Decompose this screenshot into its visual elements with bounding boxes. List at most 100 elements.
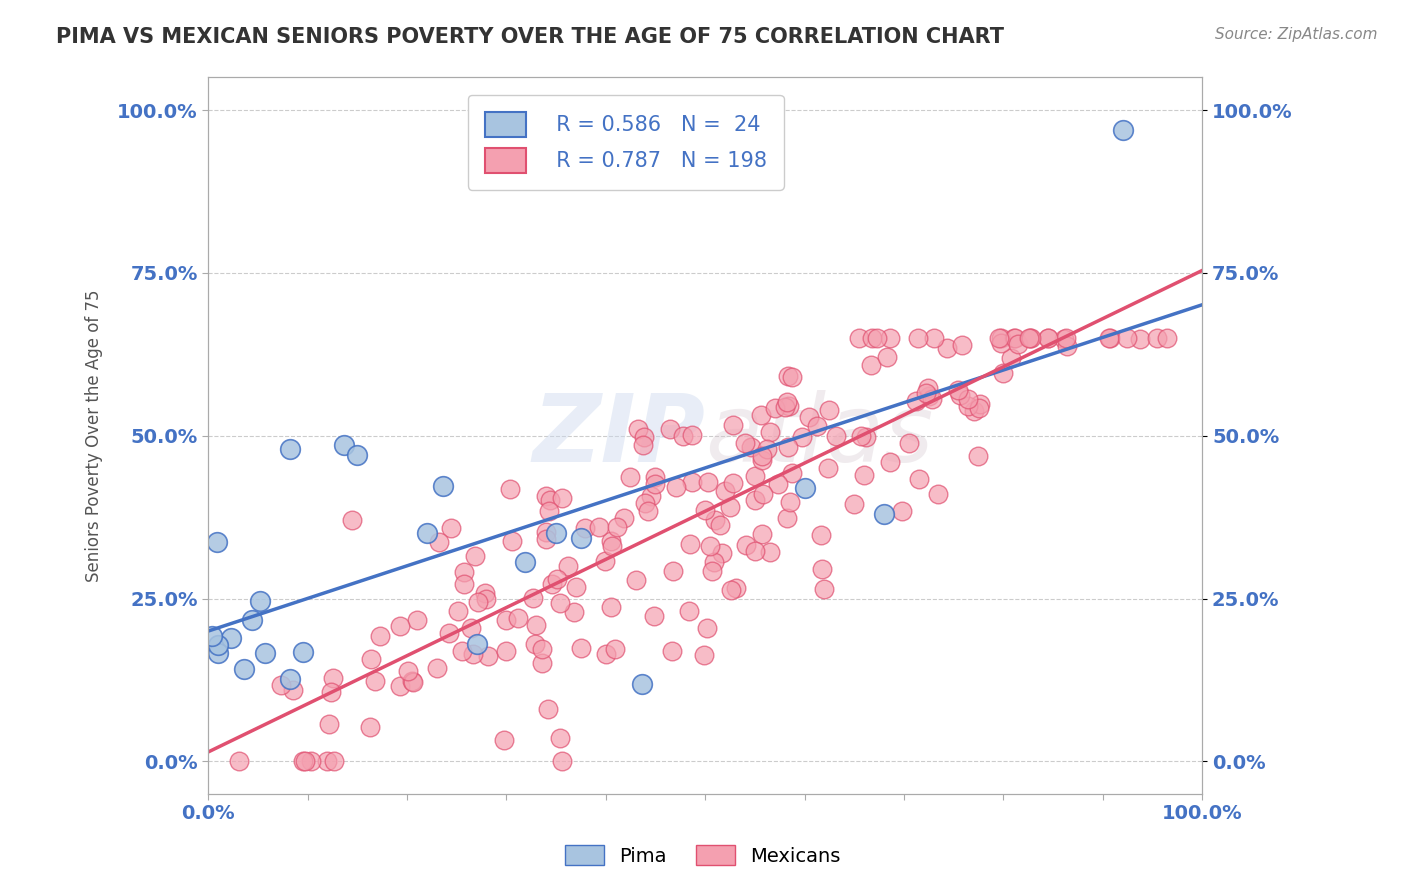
Point [817,460,839,475]
Point [606,519,628,533]
Point [546,573,568,587]
Point [904,394,927,409]
Point [1056,339,1078,353]
Point [852,468,875,483]
Point [734,538,756,552]
Point [634,496,657,510]
Point [778,440,800,454]
Point [898,436,921,450]
Point [530,657,553,671]
Point [538,504,561,518]
Point [322,671,344,685]
Text: atlas: atlas [706,391,934,482]
Point [1018,331,1040,345]
Point [924,331,946,345]
Point [294,755,316,769]
Point [593,554,616,568]
Point [744,468,766,483]
Point [207,646,229,660]
Point [1156,331,1178,345]
Point [693,503,716,517]
Point [323,755,346,769]
Point [1146,331,1168,345]
Point [671,429,693,443]
Point [967,401,990,415]
Point [467,595,489,609]
Point [780,467,803,481]
Point [779,495,801,509]
Text: ZIP: ZIP [533,390,706,482]
Point [744,493,766,508]
Point [927,487,949,501]
Point [550,731,572,745]
Point [1116,331,1139,345]
Point [588,520,610,534]
Point [495,613,517,627]
Point [364,673,387,688]
Point [644,469,666,483]
Point [494,733,516,747]
Point [546,526,568,541]
Point [659,422,682,436]
Point [751,449,773,463]
Point [1000,351,1022,366]
Point [426,661,449,675]
Point [600,539,623,553]
Point [721,476,744,491]
Point [600,533,623,548]
Point [633,430,655,444]
Point [278,442,301,456]
Point [797,410,820,425]
Point [751,453,773,467]
Point [333,438,356,452]
Point [778,369,800,384]
Point [703,555,725,569]
Point [1053,332,1076,346]
Point [557,559,579,574]
Point [704,513,727,527]
Point [948,383,970,397]
Point [201,629,224,643]
Point [240,613,263,627]
Point [848,331,870,345]
Point [949,387,972,401]
Point [501,534,523,549]
Point [710,546,733,560]
Point [600,600,623,615]
Point [811,562,834,576]
Point [709,518,731,533]
Point [506,610,529,624]
Point [1007,337,1029,351]
Point [693,648,716,662]
Point [1002,331,1025,345]
Point [990,331,1012,345]
Point [915,385,938,400]
Point [388,619,411,633]
Point [346,448,368,462]
Point [453,565,475,579]
Point [537,702,560,716]
Point [907,472,929,486]
Point [681,475,703,490]
Point [740,440,762,454]
Point [228,755,250,769]
Point [318,716,340,731]
Point [879,455,901,469]
Point [956,392,979,406]
Point [721,417,744,432]
Point [402,674,425,689]
Point [1019,331,1042,345]
Point [498,482,520,496]
Point [534,532,557,546]
Point [523,637,546,651]
Point [631,677,654,691]
Point [534,489,557,503]
Point [842,498,865,512]
Point [551,755,574,769]
Point [792,429,814,443]
Point [513,555,536,569]
Point [1112,122,1135,136]
Point [447,605,470,619]
Point [1098,331,1121,345]
Point [825,428,848,442]
